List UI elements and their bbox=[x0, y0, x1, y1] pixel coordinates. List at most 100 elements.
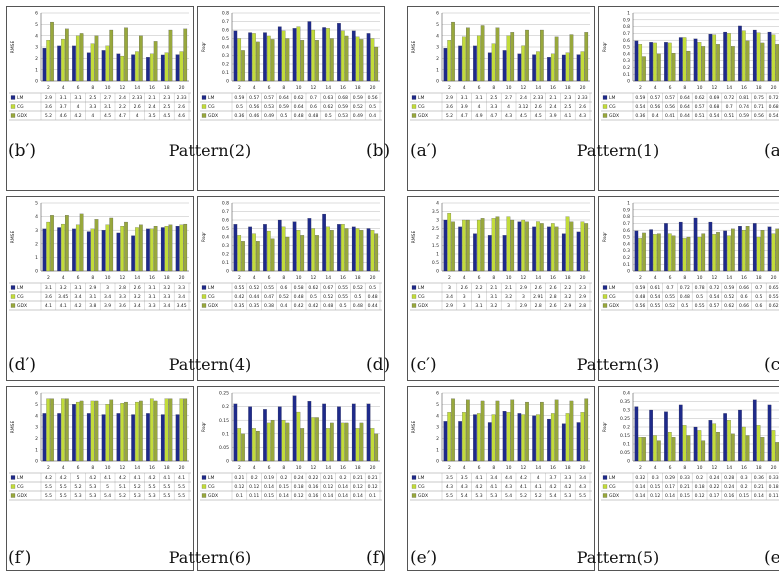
bar-cg bbox=[75, 35, 80, 82]
data-label: 0.59 bbox=[739, 113, 749, 119]
legend-swatch bbox=[10, 104, 16, 109]
data-label: 0.14 bbox=[635, 493, 645, 499]
data-label: 3 bbox=[448, 285, 451, 291]
data-label: 0.48 bbox=[635, 294, 645, 300]
bar-lm bbox=[458, 45, 462, 82]
bar-cg bbox=[266, 230, 271, 272]
legend-swatch bbox=[602, 493, 608, 498]
bar-cg bbox=[476, 219, 481, 272]
legend-label: GDX bbox=[609, 493, 619, 499]
x-tick-label: 12 bbox=[712, 85, 718, 91]
bar-gdx bbox=[775, 44, 779, 82]
data-label: 2.6 bbox=[549, 285, 556, 291]
bar-lm bbox=[708, 420, 713, 462]
x-tick-label: 18 bbox=[756, 465, 762, 471]
bar-cg bbox=[75, 401, 80, 462]
data-label: 2.1 bbox=[505, 285, 512, 291]
bar-lm bbox=[678, 221, 683, 272]
bar-lm bbox=[752, 223, 757, 272]
bar-gdx bbox=[374, 433, 379, 462]
y-tick-label: 0.8 bbox=[222, 201, 229, 207]
data-label: 0.16 bbox=[724, 493, 734, 499]
bar-cg bbox=[712, 234, 717, 272]
data-label: 5.4 bbox=[104, 493, 111, 499]
data-label: 0.4 bbox=[652, 113, 659, 119]
data-label: 0.18 bbox=[695, 484, 705, 490]
bar-gdx bbox=[745, 226, 750, 272]
data-label: 3.1 bbox=[89, 294, 96, 300]
chart-pattern2-rsqr: Rsqr 0 0.1 0.2 0.3 0.4 0.5 0.6 0.7 0.8 2 4 6 8 10 12 14 1… bbox=[197, 6, 385, 191]
bar-gdx bbox=[495, 27, 500, 82]
data-label: 0.5 bbox=[325, 113, 332, 119]
x-tick-label: 2 bbox=[238, 85, 241, 91]
data-label: 0.24 bbox=[724, 484, 734, 490]
x-tick-label: 10 bbox=[296, 275, 302, 281]
x-tick-label: 6 bbox=[77, 85, 80, 91]
bar-cg bbox=[727, 33, 731, 82]
data-label: 0.72 bbox=[680, 285, 690, 291]
data-label: 3 bbox=[522, 294, 525, 300]
data-label: 5.2 bbox=[134, 484, 141, 490]
data-label: 3.9 bbox=[549, 113, 556, 119]
bar-gdx bbox=[451, 221, 455, 272]
data-label: 3.3 bbox=[148, 303, 155, 309]
data-label: 0.6 bbox=[740, 294, 747, 300]
bar-gdx bbox=[686, 50, 691, 82]
data-label: 5.2 bbox=[520, 493, 527, 499]
legend-swatch bbox=[602, 285, 608, 290]
bar-lm bbox=[160, 414, 165, 462]
data-label: 0.57 bbox=[695, 104, 705, 110]
bar-cg bbox=[536, 51, 540, 82]
bar-lm bbox=[767, 31, 772, 82]
bar-lm bbox=[443, 48, 448, 82]
data-label: 3.1 bbox=[74, 95, 81, 101]
y-axis-label: Rsqr bbox=[201, 232, 207, 242]
data-label: 5.5 bbox=[60, 484, 67, 490]
x-tick-label: 14 bbox=[134, 465, 140, 471]
y-tick-label: 0.35 bbox=[620, 399, 630, 405]
data-label: 0.68 bbox=[769, 104, 779, 110]
data-label: 0.5 bbox=[354, 294, 361, 300]
bar-cg bbox=[756, 32, 761, 82]
bar-cg bbox=[105, 404, 110, 462]
bar-lm bbox=[337, 23, 341, 82]
data-label: 2.6 bbox=[535, 104, 542, 110]
y-tick-label: 0.2 bbox=[623, 425, 630, 431]
data-label: 0.32 bbox=[635, 475, 645, 481]
data-label: 0.5 bbox=[755, 294, 762, 300]
bar-lm bbox=[146, 413, 150, 462]
bar-gdx bbox=[330, 422, 334, 462]
bar-lm bbox=[263, 409, 267, 462]
data-label: 3.5 bbox=[446, 475, 453, 481]
data-label: 0.62 bbox=[695, 95, 705, 101]
bar-gdx bbox=[124, 221, 128, 272]
chart-pattern6-rsqr: Rsqr 0 0.05 0.1 0.15 0.2 0.25 2 4 6 8 10 12 14 16 18 20 L… bbox=[197, 386, 385, 571]
bar-lm bbox=[738, 409, 742, 462]
bar-cg bbox=[164, 398, 169, 462]
bar-gdx bbox=[495, 216, 500, 272]
legend-swatch bbox=[10, 493, 16, 498]
legend-swatch bbox=[10, 484, 16, 489]
bar-gdx bbox=[344, 35, 349, 82]
data-label: 3.1 bbox=[74, 285, 81, 291]
data-label: 3 bbox=[507, 303, 510, 309]
data-label: 0.65 bbox=[769, 285, 779, 291]
x-tick-label: 4 bbox=[463, 465, 466, 471]
caption-f: (f) bbox=[366, 548, 386, 568]
data-label: 4.1 bbox=[104, 475, 111, 481]
bar-gdx bbox=[540, 29, 544, 82]
y-tick-label: 0.9 bbox=[623, 17, 630, 23]
data-label: 0.49 bbox=[264, 113, 274, 119]
y-tick-label: 0.8 bbox=[623, 214, 630, 220]
legend-label: CG bbox=[418, 104, 425, 110]
y-tick-label: 0.1 bbox=[222, 431, 229, 437]
data-label: 0.57 bbox=[264, 95, 274, 101]
bar-gdx bbox=[731, 228, 735, 272]
data-label: 4.1 bbox=[490, 484, 497, 490]
bar-cg bbox=[164, 52, 169, 82]
x-tick-label: 20 bbox=[179, 465, 185, 471]
data-label: 0.15 bbox=[739, 493, 749, 499]
bar-lm bbox=[487, 52, 492, 82]
chart-pattern4-rmse: RMSE 0 1 2 3 4 5 2 4 6 8 10 12 14 16 18 20 LM 3.1 3.2 3.1 2.9… bbox=[6, 196, 194, 381]
legend-label: GDX bbox=[208, 493, 218, 499]
